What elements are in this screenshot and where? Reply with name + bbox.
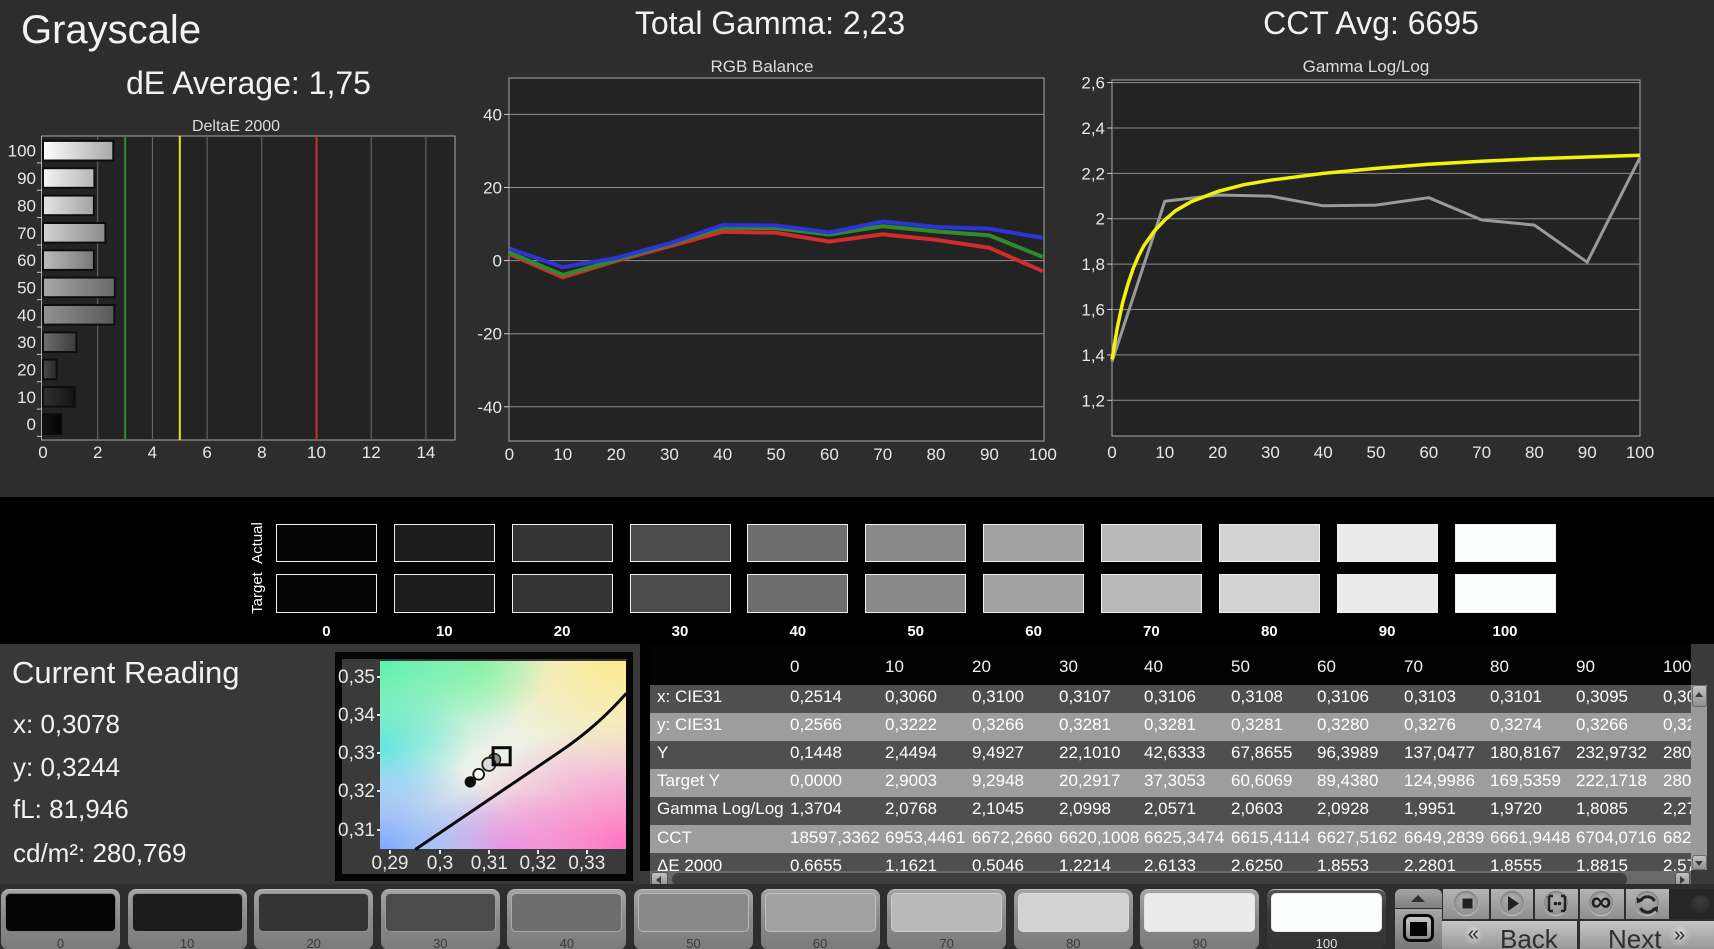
svg-text:8: 8 xyxy=(257,443,266,462)
svg-text:100: 100 xyxy=(1029,445,1057,464)
svg-text:40: 40 xyxy=(1314,443,1333,462)
svg-text:0: 0 xyxy=(27,415,36,434)
svg-text:50: 50 xyxy=(767,445,786,464)
svg-text:Gamma Log/Log: Gamma Log/Log xyxy=(1303,57,1430,76)
svg-text:70: 70 xyxy=(1472,443,1491,462)
svg-text:20: 20 xyxy=(17,361,36,380)
svg-text:80: 80 xyxy=(17,196,36,215)
svg-text:40: 40 xyxy=(713,445,732,464)
svg-text:100: 100 xyxy=(8,142,36,161)
svg-text:-20: -20 xyxy=(477,325,502,344)
svg-text:10: 10 xyxy=(307,443,326,462)
svg-text:60: 60 xyxy=(820,445,839,464)
svg-text:20: 20 xyxy=(607,445,626,464)
svg-text:10: 10 xyxy=(553,445,572,464)
svg-text:10: 10 xyxy=(17,388,36,407)
svg-text:60: 60 xyxy=(1419,443,1438,462)
svg-text:2: 2 xyxy=(93,443,102,462)
svg-text:DeltaE 2000: DeltaE 2000 xyxy=(192,118,280,135)
svg-text:90: 90 xyxy=(17,169,36,188)
svg-text:-40: -40 xyxy=(477,398,502,417)
svg-text:60: 60 xyxy=(17,251,36,270)
svg-text:80: 80 xyxy=(927,445,946,464)
svg-text:1,2: 1,2 xyxy=(1081,391,1105,410)
svg-text:100: 100 xyxy=(1626,443,1654,462)
svg-text:Grayscale: Grayscale xyxy=(21,8,201,52)
svg-text:80: 80 xyxy=(1525,443,1544,462)
svg-text:10: 10 xyxy=(1155,443,1174,462)
svg-text:20: 20 xyxy=(483,179,502,198)
svg-text:14: 14 xyxy=(416,443,435,462)
svg-text:12: 12 xyxy=(362,443,381,462)
svg-text:2,4: 2,4 xyxy=(1081,119,1105,138)
svg-text:2: 2 xyxy=(1096,210,1105,229)
svg-text:2,2: 2,2 xyxy=(1081,164,1105,183)
svg-text:0: 0 xyxy=(38,443,47,462)
svg-text:90: 90 xyxy=(1578,443,1597,462)
svg-text:50: 50 xyxy=(1367,443,1386,462)
svg-text:1,8: 1,8 xyxy=(1081,255,1105,274)
svg-text:6: 6 xyxy=(202,443,211,462)
svg-text:90: 90 xyxy=(980,445,999,464)
svg-text:20: 20 xyxy=(1208,443,1227,462)
svg-text:40: 40 xyxy=(483,105,502,124)
svg-text:30: 30 xyxy=(1261,443,1280,462)
svg-text:30: 30 xyxy=(660,445,679,464)
svg-text:0: 0 xyxy=(1107,443,1116,462)
svg-text:70: 70 xyxy=(17,224,36,243)
svg-text:1,4: 1,4 xyxy=(1081,346,1105,365)
svg-text:1,6: 1,6 xyxy=(1081,301,1105,320)
svg-text:40: 40 xyxy=(17,306,36,325)
svg-text:4: 4 xyxy=(148,443,157,462)
svg-text:CCT Avg: 6695: CCT Avg: 6695 xyxy=(1263,5,1479,41)
svg-text:0: 0 xyxy=(505,445,514,464)
svg-text:dE Average: 1,75: dE Average: 1,75 xyxy=(126,65,371,101)
svg-text:Total Gamma: 2,23: Total Gamma: 2,23 xyxy=(635,5,905,41)
svg-text:70: 70 xyxy=(873,445,892,464)
svg-text:50: 50 xyxy=(17,278,36,297)
svg-text:30: 30 xyxy=(17,333,36,352)
svg-text:2,6: 2,6 xyxy=(1081,74,1105,93)
svg-text:RGB Balance: RGB Balance xyxy=(711,57,814,76)
svg-text:0: 0 xyxy=(493,252,502,271)
